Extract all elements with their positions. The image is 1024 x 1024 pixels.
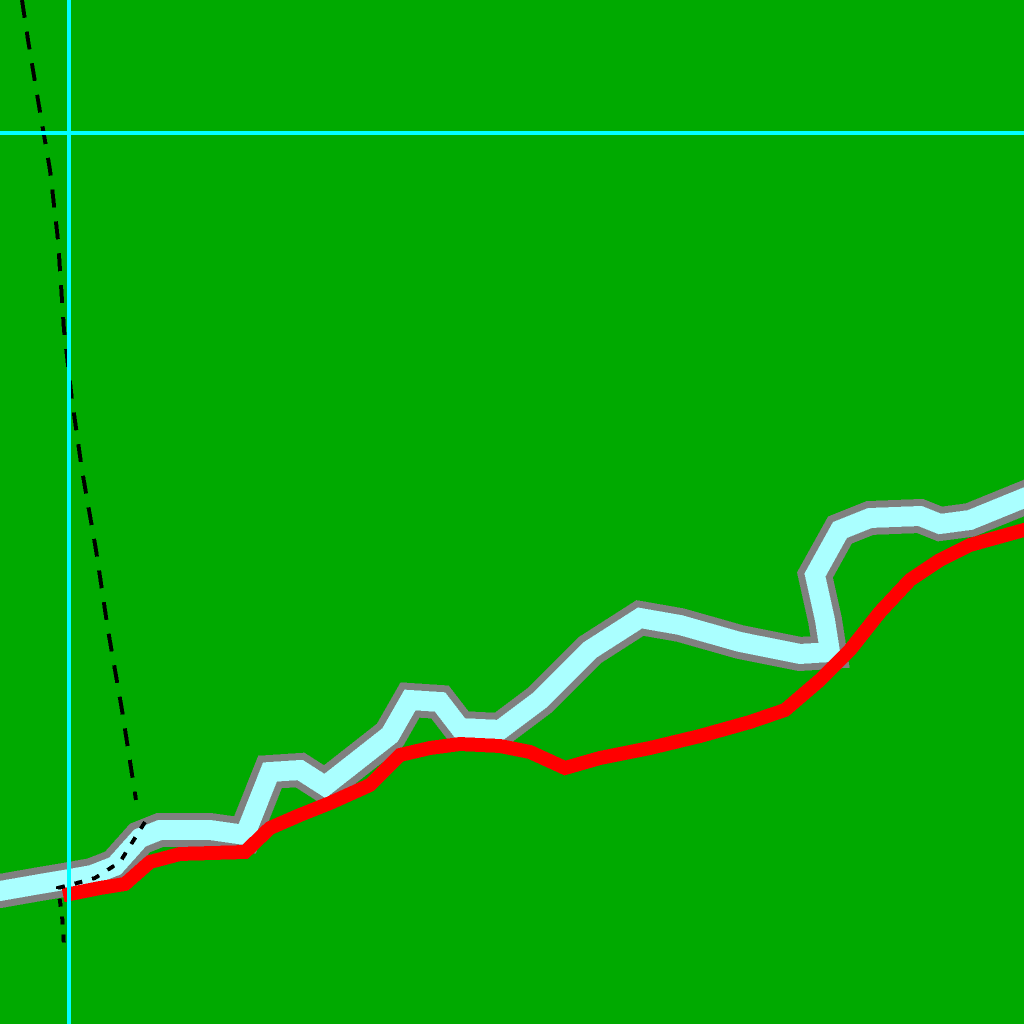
river-water	[0, 487, 1024, 902]
crosshair-horizontal	[0, 131, 1024, 135]
crosshair-vertical	[67, 0, 71, 1024]
red-route	[61, 522, 1024, 903]
